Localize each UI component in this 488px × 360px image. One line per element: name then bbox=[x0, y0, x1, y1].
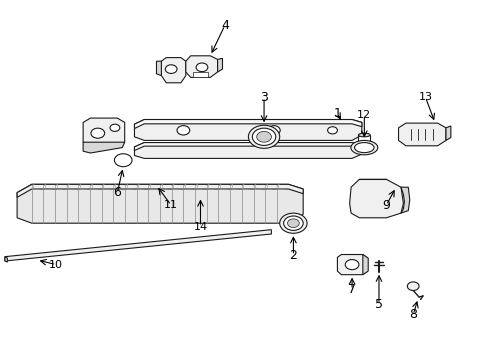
Polygon shape bbox=[217, 58, 222, 72]
Polygon shape bbox=[134, 143, 361, 150]
Text: 8: 8 bbox=[408, 309, 416, 321]
Text: 11: 11 bbox=[164, 200, 178, 210]
Circle shape bbox=[196, 63, 207, 72]
Polygon shape bbox=[362, 255, 367, 275]
Circle shape bbox=[114, 154, 132, 167]
Polygon shape bbox=[134, 143, 361, 158]
Polygon shape bbox=[445, 126, 450, 140]
Polygon shape bbox=[5, 230, 271, 261]
Polygon shape bbox=[5, 257, 7, 262]
Polygon shape bbox=[337, 255, 366, 275]
Circle shape bbox=[287, 219, 299, 228]
Polygon shape bbox=[185, 56, 217, 77]
Text: 7: 7 bbox=[347, 283, 355, 296]
Text: 9: 9 bbox=[382, 199, 389, 212]
Circle shape bbox=[283, 216, 303, 230]
Text: 6: 6 bbox=[113, 186, 121, 199]
Circle shape bbox=[110, 124, 120, 131]
Text: 1: 1 bbox=[333, 107, 341, 120]
Ellipse shape bbox=[350, 140, 377, 155]
Circle shape bbox=[248, 125, 279, 148]
Polygon shape bbox=[83, 142, 124, 153]
Circle shape bbox=[279, 213, 306, 233]
Text: 2: 2 bbox=[289, 249, 297, 262]
Polygon shape bbox=[83, 118, 124, 148]
Text: 3: 3 bbox=[260, 91, 267, 104]
Circle shape bbox=[327, 127, 337, 134]
Polygon shape bbox=[349, 179, 403, 218]
Circle shape bbox=[256, 131, 271, 142]
Text: 10: 10 bbox=[49, 260, 63, 270]
Polygon shape bbox=[161, 58, 185, 83]
Polygon shape bbox=[17, 184, 303, 223]
Text: 5: 5 bbox=[374, 298, 382, 311]
Text: 14: 14 bbox=[193, 222, 207, 232]
Ellipse shape bbox=[354, 143, 373, 153]
Circle shape bbox=[165, 65, 177, 73]
Polygon shape bbox=[398, 123, 445, 146]
Polygon shape bbox=[17, 184, 303, 197]
Polygon shape bbox=[156, 61, 161, 76]
Circle shape bbox=[407, 282, 418, 291]
Text: 13: 13 bbox=[418, 92, 431, 102]
Polygon shape bbox=[193, 72, 207, 77]
Circle shape bbox=[91, 128, 104, 138]
Circle shape bbox=[345, 260, 358, 270]
Ellipse shape bbox=[358, 133, 369, 137]
Circle shape bbox=[177, 126, 189, 135]
Text: 12: 12 bbox=[357, 110, 370, 120]
Polygon shape bbox=[134, 120, 361, 129]
Circle shape bbox=[252, 128, 275, 145]
Polygon shape bbox=[400, 187, 409, 213]
Polygon shape bbox=[134, 120, 361, 140]
Circle shape bbox=[267, 126, 280, 135]
Text: 4: 4 bbox=[221, 19, 228, 32]
